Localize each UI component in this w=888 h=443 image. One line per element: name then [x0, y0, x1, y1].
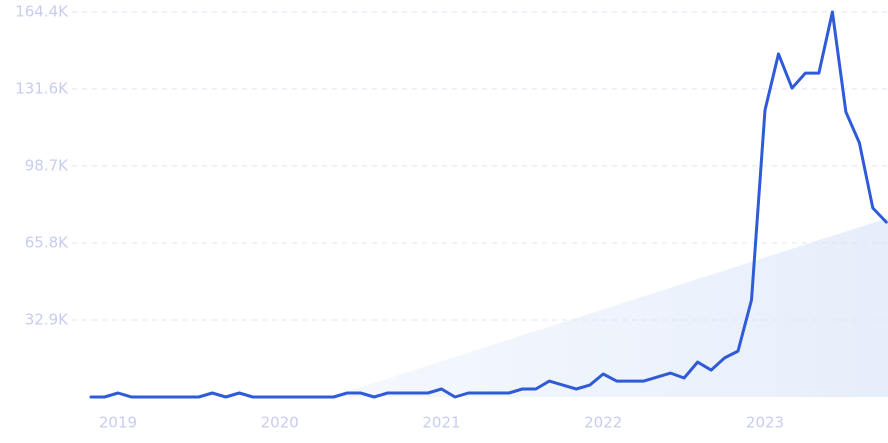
y-tick-label: 32.9K: [25, 310, 69, 328]
x-tick-label: 2022: [584, 414, 622, 432]
x-tick-label: 2023: [746, 414, 784, 432]
trend-area: [330, 218, 888, 397]
y-tick-label: 164.4K: [15, 3, 69, 21]
data-line: [89, 10, 888, 399]
x-tick-label: 2021: [422, 414, 460, 432]
y-tick-label: 65.8K: [25, 233, 69, 251]
x-tick-label: 2019: [99, 414, 137, 432]
x-tick-label: 2020: [261, 414, 299, 432]
y-tick-label: 98.7K: [25, 156, 69, 174]
y-tick-label: 131.6K: [15, 79, 69, 97]
